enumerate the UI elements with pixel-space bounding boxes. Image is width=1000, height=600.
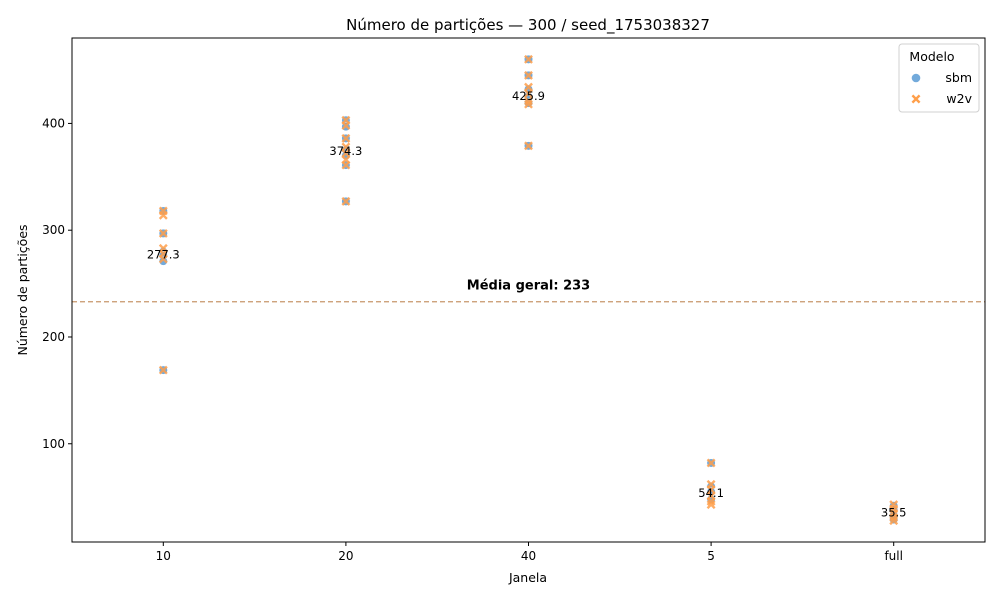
legend-label-w2v: w2v [946,91,972,106]
data-point-w2v [524,99,533,109]
data-point-w2v [341,196,351,206]
marks-layer: Média geral: 233 277.3 374.3 425.9 54.1 35.5 [72,54,985,526]
data-point-w2v [524,70,533,80]
x-tick-label: full [884,549,903,563]
data-point-w2v [158,210,168,220]
x-tick-label: 20 [338,549,353,563]
data-point-w2v [341,133,351,143]
data-point-w2v [524,141,533,151]
data-point-w2v [158,365,168,375]
data-point-w2v [158,254,168,264]
y-tick-label: 200 [42,330,65,344]
legend-entries: sbm w2v [911,70,973,106]
data-point-w2v [158,228,168,238]
legend-marker-sbm [911,73,921,83]
axes-layer: 10 20 40 5 full 100 200 300 400 [42,116,903,563]
category-mean-label: 54.1 [698,486,724,500]
chart-title: Número de partições — 300 / seed_1753038… [346,16,710,35]
x-axis-label: Janela [508,570,547,585]
y-tick-label: 300 [42,223,65,237]
category-mean-label: 35.5 [881,506,907,520]
data-point-w2v [706,500,716,510]
data-point-sbm [158,256,168,266]
x-tick-label: 40 [521,549,536,563]
data-point-w2v [524,54,533,64]
y-tick-label: 400 [42,116,65,130]
x-tick-label: 10 [156,549,171,563]
legend-title: Modelo [909,49,954,64]
y-tick-label: 100 [42,437,65,451]
data-point-w2v [341,121,351,131]
overall-mean-label: Média geral: 233 [467,279,590,294]
x-tick-label: 5 [707,549,715,563]
legend-marker-w2v [911,94,921,104]
category-mean-label: 277.3 [147,247,180,261]
category-mean-label: 374.3 [329,144,362,158]
legend-label-sbm: sbm [945,70,972,85]
data-point-w2v [706,458,716,468]
data-point-w2v [341,160,351,170]
y-axis-label: Número de partições [15,224,30,355]
data-point-w2v [889,516,899,526]
legend: Modelo sbm w2v [898,43,980,113]
category-mean-label: 425.9 [512,89,545,103]
data-point-w2v [524,89,533,98]
